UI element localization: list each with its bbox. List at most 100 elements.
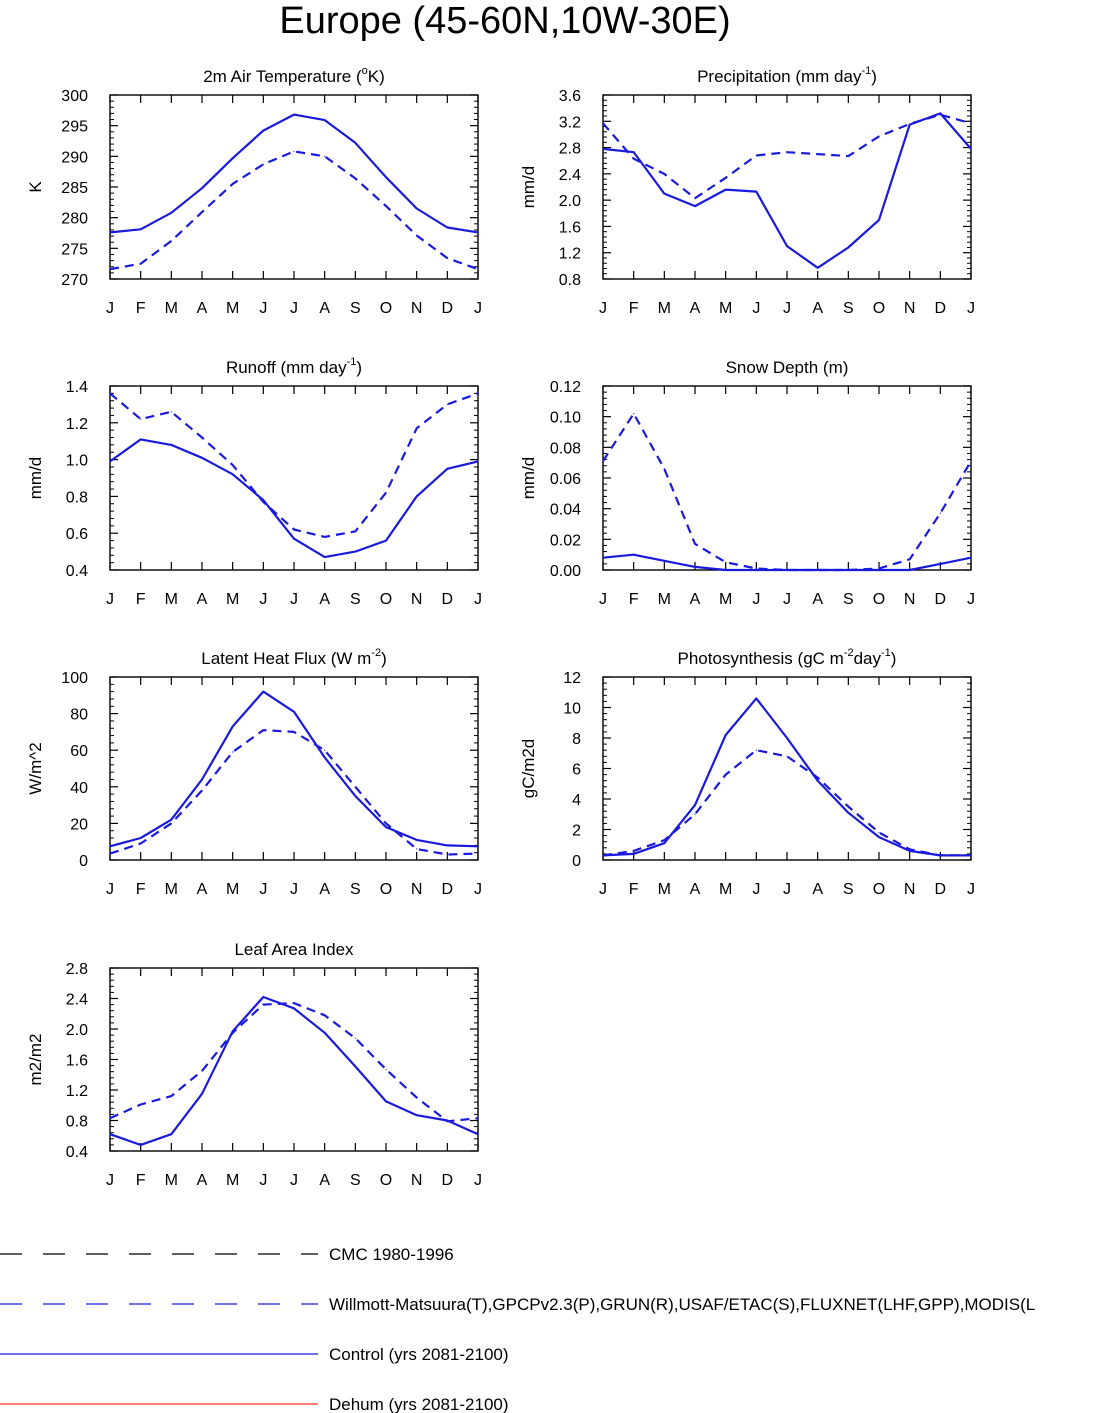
control-point [694, 566, 696, 568]
x-tick-label: M [165, 591, 178, 608]
control-point [602, 557, 604, 559]
y-axis-label: K [26, 181, 45, 193]
observations-point [909, 123, 911, 125]
observations-point [293, 528, 295, 531]
x-tick-label: F [629, 300, 639, 317]
control-point [232, 157, 234, 159]
x-tick-label: D [935, 300, 947, 317]
y-tick-label: 270 [61, 272, 88, 289]
title-text: ) [356, 358, 362, 377]
title-text: Precipitation (mm day [697, 67, 862, 86]
x-tick-label: A [690, 881, 701, 898]
observations-point [170, 1095, 172, 1097]
control-point [970, 557, 972, 559]
observations-point [262, 729, 264, 731]
panel-title: Snow Depth (m) [726, 358, 849, 377]
x-tick-label: D [935, 591, 947, 608]
x-tick-label: F [136, 1172, 146, 1189]
control-point [140, 228, 142, 230]
x-tick-label: S [350, 881, 361, 898]
y-tick-label: 10 [563, 701, 581, 718]
control-point [324, 1032, 326, 1034]
y-tick-label: 0 [79, 853, 88, 870]
x-tick-label: J [106, 1172, 114, 1189]
control-point [385, 826, 387, 828]
x-tick-label: F [136, 591, 146, 608]
panel-title: Leaf Area Index [234, 940, 354, 959]
x-tick-label: J [967, 591, 975, 608]
page-title: Europe (45-60N,10W-30E) [279, 0, 731, 42]
x-tick-label: S [350, 591, 361, 608]
observations-point [477, 392, 479, 394]
y-tick-label: 1.0 [66, 453, 88, 470]
title-text: ) [381, 649, 387, 668]
y-tick-label: 1.4 [66, 379, 88, 396]
control-point [725, 569, 727, 571]
observations-point [446, 853, 448, 856]
control-point [293, 711, 295, 713]
control-point [201, 1093, 203, 1095]
y-tick-label: 0.08 [550, 440, 581, 457]
observations-point [878, 567, 880, 570]
chart-panel-4: J F M A M J J A S O N D J 0.00 0.02 0.04 0.06 0.08 0.10 0.1… [519, 358, 975, 608]
x-tick-label: J [783, 881, 791, 898]
x-tick-label: M [658, 881, 671, 898]
x-tick-label: S [843, 881, 854, 898]
title-text: ) [891, 649, 897, 668]
control-point [109, 1133, 111, 1135]
chart-panel-7: J F M A M J J A S O N D J 0.4 0.8 1.2 1.6 2.0 2.4 2.8 m2/m2 L… [26, 940, 482, 1189]
observations-point [847, 806, 849, 808]
control-point [140, 837, 142, 839]
chart-panel-3: J F M A M J J A S O N D J 0.4 0.6 0.8 1.0 1.2 1.4 mm/d Runof… [26, 356, 482, 608]
control-point [446, 468, 448, 470]
x-tick-label: J [783, 591, 791, 608]
y-tick-label: 0 [572, 853, 581, 870]
x-tick-label: J [474, 881, 482, 898]
observations-point [939, 114, 941, 116]
legend: CMC 1980-1996 Willmott-Matsuura(T),GPCPv2… [0, 1245, 1035, 1413]
observations-point [663, 468, 665, 470]
y-axis-label: m2/m2 [26, 1034, 45, 1086]
y-tick-label: 3.6 [559, 88, 581, 105]
y-tick-label: 2.4 [559, 167, 581, 184]
y-tick-label: 1.2 [66, 1083, 88, 1100]
control-point [755, 191, 757, 193]
observations-line [109, 392, 479, 539]
chart-panel-6: J F M A M J J A S O N D J 0 2 4 6 8 10 12 gC/m2d Photosynthes… [519, 647, 975, 898]
x-tick-label: J [290, 881, 298, 898]
panel-title: Latent Heat Flux (W m-2) [201, 647, 387, 668]
observations-point [140, 842, 142, 845]
x-tick-label: S [350, 1172, 361, 1189]
observations-point [909, 558, 911, 560]
panel-title: Photosynthesis (gC m-2day-1) [678, 647, 897, 668]
x-tick-label: J [752, 591, 760, 608]
x-tick-label: O [873, 881, 885, 898]
plot-frame [109, 676, 479, 861]
observations-point [602, 854, 604, 857]
y-tick-label: 0.8 [559, 272, 581, 289]
x-tick-label: J [599, 881, 607, 898]
x-tick-label: O [873, 300, 885, 317]
control-point [416, 207, 418, 210]
control-point [633, 151, 635, 153]
x-tick-label: M [719, 591, 732, 608]
control-point [324, 756, 326, 759]
control-point [786, 737, 788, 739]
x-tick-label: M [226, 881, 239, 898]
y-tick-label: 20 [70, 816, 88, 833]
control-point [847, 812, 849, 814]
control-point [262, 691, 264, 693]
control-point [725, 734, 727, 736]
y-tick-label: 60 [70, 743, 88, 760]
observations-point [847, 155, 849, 157]
y-tick-label: 0.06 [550, 471, 581, 488]
y-tick-label: 0.8 [66, 1114, 88, 1131]
control-point [324, 119, 326, 121]
control-point [817, 780, 819, 782]
observations-point [324, 1014, 326, 1016]
y-axis-label: mm/d [519, 166, 538, 209]
x-tick-label: S [843, 591, 854, 608]
y-tick-label: 1.6 [559, 219, 581, 236]
title-superscript: o [362, 65, 368, 77]
